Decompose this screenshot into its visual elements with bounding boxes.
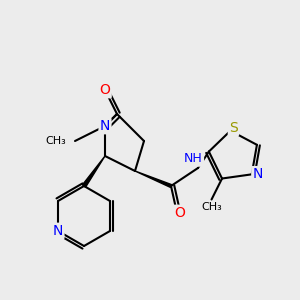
Text: O: O [100,83,110,97]
Text: O: O [175,206,185,220]
Text: N: N [253,167,263,181]
Polygon shape [135,171,172,188]
Text: N: N [53,224,63,238]
Text: S: S [229,121,238,135]
Text: CH₃: CH₃ [45,136,66,146]
Polygon shape [82,156,105,187]
Text: NH: NH [184,152,203,166]
Text: N: N [100,119,110,133]
Text: CH₃: CH₃ [201,202,222,212]
